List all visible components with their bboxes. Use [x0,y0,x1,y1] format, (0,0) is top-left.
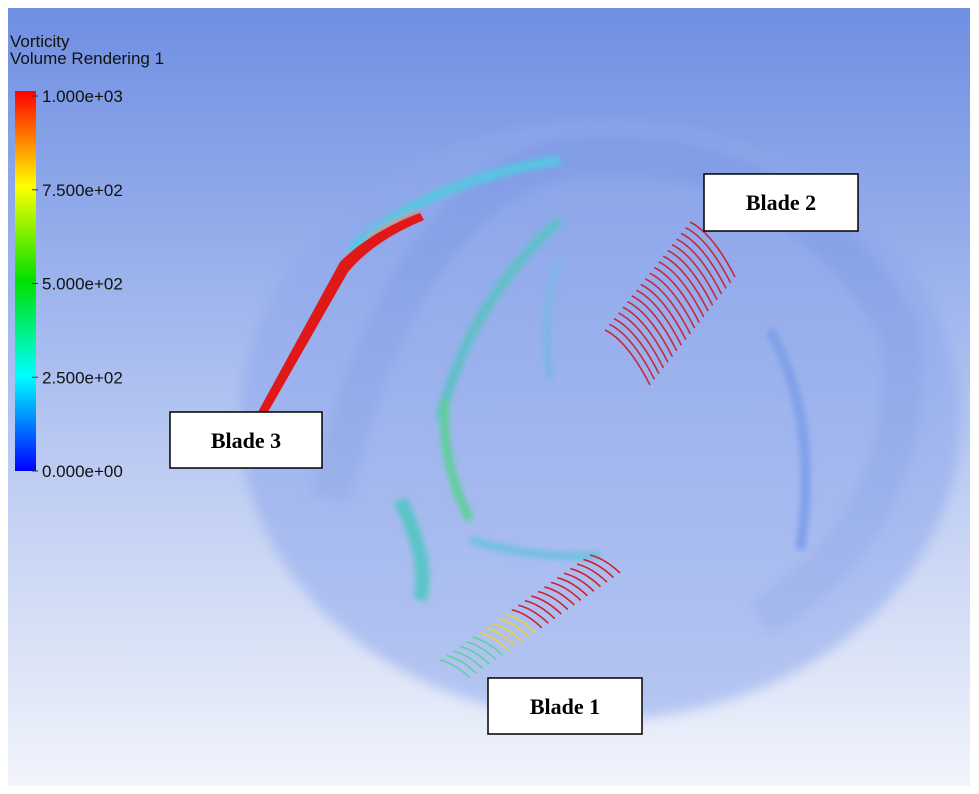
tick-label: 0.000e+00 [42,462,123,481]
tick-label: 5.000e+02 [42,275,123,294]
blade-label: Blade 2 [746,190,816,215]
legend-subtitle: Volume Rendering 1 [10,49,164,68]
tick-label: 7.500e+02 [42,181,123,200]
tick-label: 1.000e+03 [42,87,123,106]
page: Vorticity Volume Rendering 1 1.000e+037.… [0,0,979,794]
visualization: Vorticity Volume Rendering 1 1.000e+037.… [0,0,979,794]
colorbar [15,91,36,471]
tick-label: 2.500e+02 [42,368,123,387]
blade-label: Blade 1 [530,694,600,719]
blade-label: Blade 3 [211,428,281,453]
